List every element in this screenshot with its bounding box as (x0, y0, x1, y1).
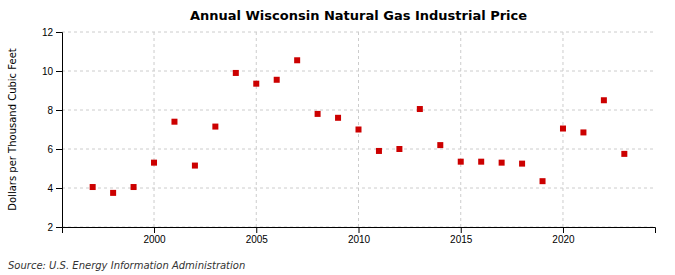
x-tick-mark (461, 227, 462, 233)
x-tick: 2010 (348, 227, 371, 245)
chart: 2000 2005 2010 2015 2020 2 4 6 8 10 12 Annual Wisco… (0, 0, 675, 275)
y-tick: 4 (47, 183, 62, 194)
point (580, 129, 586, 135)
y-tick-mark (56, 32, 62, 33)
y-tick-mark (56, 188, 62, 189)
x-axis-line (63, 228, 656, 234)
y-tick: 2 (47, 222, 62, 233)
point (601, 97, 607, 103)
point (396, 146, 402, 152)
y-grid-line (62, 71, 655, 72)
point (90, 184, 96, 190)
x-tick-label: 2010 (348, 234, 371, 245)
point (417, 106, 423, 112)
y-tick: 8 (47, 105, 62, 116)
point (478, 159, 484, 165)
point (458, 159, 464, 165)
y-tick-label: 2 (47, 222, 53, 233)
y-tick: 6 (47, 144, 62, 155)
point (437, 142, 443, 148)
y-tick-mark (56, 227, 62, 228)
x-tick-mark (563, 227, 564, 233)
x-tick-label: 2020 (552, 234, 575, 245)
y-tick: 12 (42, 27, 62, 38)
point (192, 163, 198, 169)
y-tick-label: 8 (47, 105, 53, 116)
y-grid-line (62, 32, 655, 33)
point (356, 127, 362, 133)
y-axis: 2 4 6 8 10 12 (42, 27, 63, 233)
point (499, 160, 505, 166)
x-tick-label: 2000 (143, 234, 166, 245)
x-tick: 2020 (552, 227, 575, 245)
point (621, 151, 627, 157)
y-tick: 10 (42, 66, 62, 77)
y-axis-title: Dollars per Thousand Cubic Feet (7, 48, 18, 211)
point (274, 77, 280, 83)
point (253, 81, 259, 87)
points (90, 57, 628, 196)
y-grid-line (62, 110, 655, 111)
y-grid-line (62, 188, 655, 189)
y-tick-label: 12 (42, 27, 54, 38)
x-tick-mark (256, 227, 257, 233)
point (294, 57, 300, 63)
point (560, 126, 566, 132)
x-grid-line (256, 32, 257, 227)
point (335, 115, 341, 121)
grid (62, 32, 655, 227)
y-tick-mark (56, 110, 62, 111)
point (540, 178, 546, 184)
x-axis: 2000 2005 2010 2015 2020 (63, 227, 656, 245)
y-axis-line (56, 33, 63, 228)
point (110, 190, 116, 196)
x-tick-label: 2015 (450, 234, 473, 245)
point (151, 160, 157, 166)
x-grid-line (154, 32, 155, 227)
y-tick-mark (56, 149, 62, 150)
y-tick-label: 10 (42, 66, 54, 77)
x-grid-line (460, 32, 461, 227)
x-tick: 2005 (246, 227, 269, 245)
x-tick-mark (359, 227, 360, 233)
y-tick-label: 4 (47, 183, 53, 194)
point (212, 124, 218, 130)
x-tick: 2000 (143, 227, 166, 245)
point (376, 148, 382, 154)
y-tick-mark (56, 71, 62, 72)
point (171, 119, 177, 125)
x-tick: 2015 (450, 227, 473, 245)
title: Annual Wisconsin Natural Gas Industrial … (190, 8, 527, 23)
source-note: Source: U.S. Energy Information Administ… (8, 260, 245, 271)
x-tick-label: 2005 (246, 234, 269, 245)
point (233, 70, 239, 76)
x-tick-mark (154, 227, 155, 233)
point (315, 111, 321, 117)
point (131, 184, 137, 190)
y-tick-label: 6 (47, 144, 53, 155)
y-grid-line (62, 149, 655, 150)
point (519, 161, 525, 167)
